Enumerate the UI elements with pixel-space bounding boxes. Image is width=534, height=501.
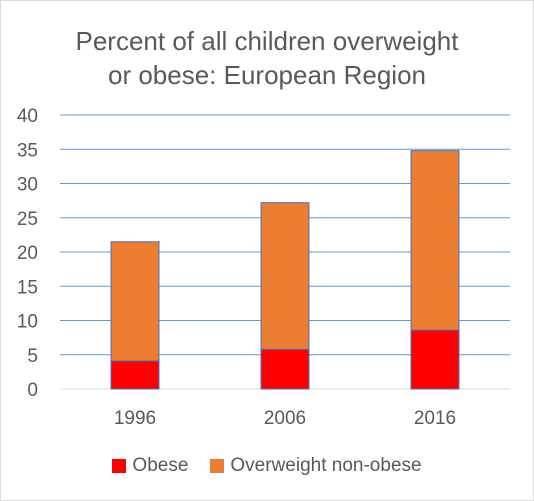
bar-obese-2006: [260, 348, 310, 390]
y-tick-label-20: 20: [17, 243, 38, 264]
legend: Obese Overweight non-obese: [0, 455, 534, 477]
legend-item-obese: Obese: [112, 455, 188, 477]
chart-title-line2: or obese: European Region: [107, 60, 426, 90]
y-tick-label-5: 5: [27, 346, 38, 367]
y-tick-label-40: 40: [17, 106, 38, 127]
bar-obese-2016: [410, 329, 460, 390]
y-tick-label-30: 30: [17, 175, 38, 196]
y-tick-label-10: 10: [17, 312, 38, 333]
y-tick-label-15: 15: [17, 277, 38, 298]
legend-label-overweight: Overweight non-obese: [230, 455, 422, 476]
bar-overweight-2006: [260, 202, 310, 350]
x-tick-label-2016: 2016: [414, 408, 456, 429]
chart-title-line1: Percent of all children overweight: [75, 26, 459, 56]
bar-obese-1996: [110, 360, 160, 390]
legend-item-overweight: Overweight non-obese: [210, 455, 422, 477]
x-tick-label-2006: 2006: [264, 408, 306, 429]
bar-overweight-1996: [110, 241, 160, 362]
legend-swatch-obese: [112, 459, 127, 473]
bar-overweight-2016: [410, 150, 460, 331]
x-tick-label-1996: 1996: [114, 408, 156, 429]
bars: [110, 150, 460, 390]
y-tick-label-0: 0: [27, 380, 38, 401]
y-tick-label-25: 25: [17, 209, 38, 230]
legend-swatch-overweight: [210, 459, 225, 473]
x-axis-ticks: 1996 2006 2016: [114, 408, 456, 429]
y-tick-label-35: 35: [17, 140, 38, 161]
y-axis-ticks: 0 5 10 15 20 25 30 35 40: [17, 106, 38, 401]
legend-label-obese: Obese: [132, 455, 189, 476]
